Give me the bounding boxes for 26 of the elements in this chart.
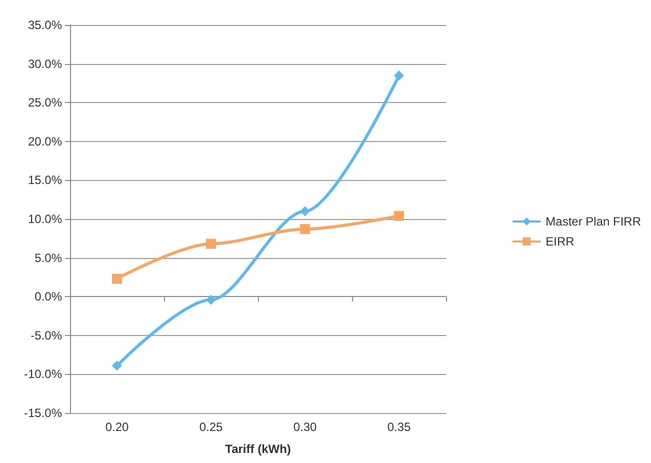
- point: [394, 210, 404, 221]
- legend-label: EIRR: [546, 234, 575, 248]
- y-tick-label: -5.0%: [30, 328, 62, 342]
- x-tick-label: 0.35: [387, 420, 411, 434]
- y-tick-label: 10.0%: [28, 212, 62, 226]
- y-tick-label: 35.0%: [28, 18, 62, 32]
- point: [300, 206, 310, 216]
- x-tick-label: 0.25: [199, 420, 223, 434]
- x-axis-title: Tariff (kWh): [225, 442, 291, 456]
- y-tick-label: 15.0%: [28, 173, 62, 188]
- point: [206, 238, 216, 249]
- y-tick-label: -15.0%: [24, 406, 62, 420]
- point: [394, 70, 404, 80]
- y-tick-label: 20.0%: [28, 134, 62, 148]
- point: [300, 224, 310, 234]
- y-tick-label: 5.0%: [34, 250, 62, 265]
- x-tick-label: 0.20: [105, 420, 129, 434]
- point: [112, 360, 122, 371]
- y-tick-label: 25.0%: [28, 96, 62, 110]
- y-tick-label: 30.0%: [28, 56, 62, 71]
- y-tick-label: -10.0%: [24, 367, 62, 382]
- point: [206, 294, 216, 305]
- legend-label: Master Plan FIRR: [546, 214, 642, 228]
- y-tick-label: 0.0%: [34, 290, 62, 304]
- x-tick-label: 0.30: [293, 420, 317, 434]
- point: [112, 274, 122, 284]
